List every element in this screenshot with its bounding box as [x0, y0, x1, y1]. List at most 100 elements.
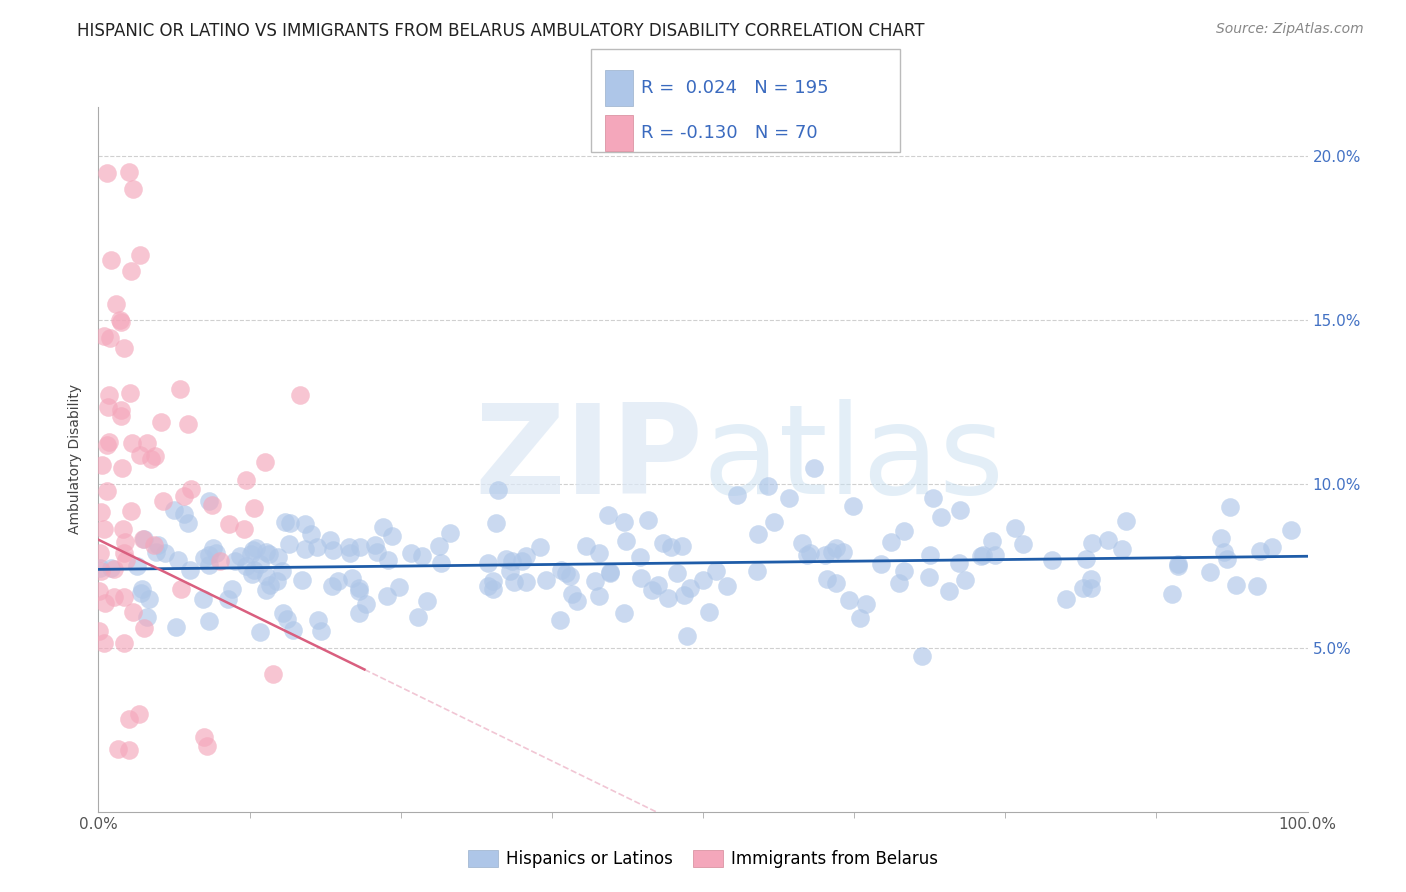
- Point: [583, 574, 606, 588]
- Point: [281, 623, 304, 637]
- Point: [548, 613, 571, 627]
- Point: [115, 553, 138, 567]
- Point: [200, 498, 222, 512]
- Point: [94, 596, 117, 610]
- Point: [322, 543, 344, 558]
- Point: [122, 182, 145, 196]
- Point: [347, 581, 370, 595]
- Point: [970, 549, 993, 564]
- Point: [167, 553, 190, 567]
- Point: [179, 563, 201, 577]
- Text: HISPANIC OR LATINO VS IMMIGRANTS FROM BELARUS AMBULATORY DISABILITY CORRELATION : HISPANIC OR LATINO VS IMMIGRANTS FROM BE…: [77, 22, 925, 40]
- Point: [614, 533, 637, 548]
- Point: [813, 548, 835, 562]
- Point: [675, 629, 697, 643]
- Point: [108, 313, 131, 327]
- Point: [163, 502, 186, 516]
- Point: [377, 590, 399, 604]
- Point: [503, 575, 526, 590]
- Point: [893, 524, 915, 539]
- Point: [918, 548, 941, 562]
- Point: [169, 382, 191, 396]
- Point: [575, 539, 598, 553]
- Point: [501, 554, 523, 568]
- Point: [235, 559, 257, 574]
- Point: [1261, 540, 1284, 554]
- Point: [929, 509, 952, 524]
- Point: [1004, 521, 1026, 535]
- Point: [1071, 581, 1094, 595]
- Point: [221, 582, 243, 597]
- Point: [253, 455, 276, 469]
- Point: [747, 526, 769, 541]
- Text: atlas: atlas: [703, 399, 1005, 520]
- Point: [254, 568, 277, 582]
- Point: [148, 538, 170, 552]
- Point: [277, 536, 299, 550]
- Point: [205, 546, 228, 560]
- Point: [118, 712, 141, 726]
- Point: [550, 563, 572, 577]
- Point: [824, 576, 846, 591]
- Point: [198, 614, 221, 628]
- Point: [132, 621, 155, 635]
- Point: [416, 594, 439, 608]
- Point: [406, 609, 429, 624]
- Point: [561, 587, 583, 601]
- Point: [821, 545, 844, 559]
- Point: [110, 409, 132, 424]
- Point: [630, 550, 652, 565]
- Point: [381, 529, 404, 543]
- Point: [481, 582, 503, 597]
- Point: [254, 582, 277, 597]
- Point: [981, 533, 1004, 548]
- Point: [1167, 557, 1189, 571]
- Point: [193, 550, 215, 565]
- Point: [529, 540, 551, 554]
- Point: [173, 489, 195, 503]
- Point: [339, 546, 361, 560]
- Point: [100, 561, 122, 575]
- Point: [588, 546, 610, 560]
- Point: [949, 502, 972, 516]
- Text: ZIP: ZIP: [474, 399, 703, 520]
- Point: [129, 247, 152, 261]
- Point: [273, 606, 295, 620]
- Point: [112, 341, 135, 355]
- Point: [637, 512, 659, 526]
- Point: [495, 552, 517, 566]
- Point: [659, 540, 682, 554]
- Point: [481, 574, 503, 588]
- Point: [855, 597, 877, 611]
- Point: [1042, 552, 1064, 566]
- Point: [921, 491, 943, 506]
- Point: [93, 636, 115, 650]
- Text: Source: ZipAtlas.com: Source: ZipAtlas.com: [1216, 22, 1364, 37]
- Point: [803, 460, 825, 475]
- Point: [132, 532, 155, 546]
- Point: [177, 516, 200, 531]
- Point: [276, 612, 298, 626]
- Point: [240, 566, 263, 581]
- Point: [91, 458, 114, 472]
- Point: [294, 542, 316, 557]
- Point: [112, 546, 135, 560]
- Point: [1279, 523, 1302, 537]
- Point: [486, 483, 509, 497]
- Point: [558, 569, 581, 583]
- Point: [290, 388, 312, 402]
- Point: [984, 548, 1007, 562]
- Point: [242, 500, 264, 515]
- Point: [267, 549, 290, 564]
- Point: [100, 252, 122, 267]
- Point: [377, 553, 399, 567]
- Point: [193, 730, 215, 744]
- Point: [110, 402, 132, 417]
- Point: [143, 449, 166, 463]
- Point: [121, 605, 143, 619]
- Point: [832, 545, 855, 559]
- Point: [1080, 536, 1102, 550]
- Point: [90, 564, 112, 578]
- Point: [880, 535, 903, 549]
- Point: [195, 739, 218, 753]
